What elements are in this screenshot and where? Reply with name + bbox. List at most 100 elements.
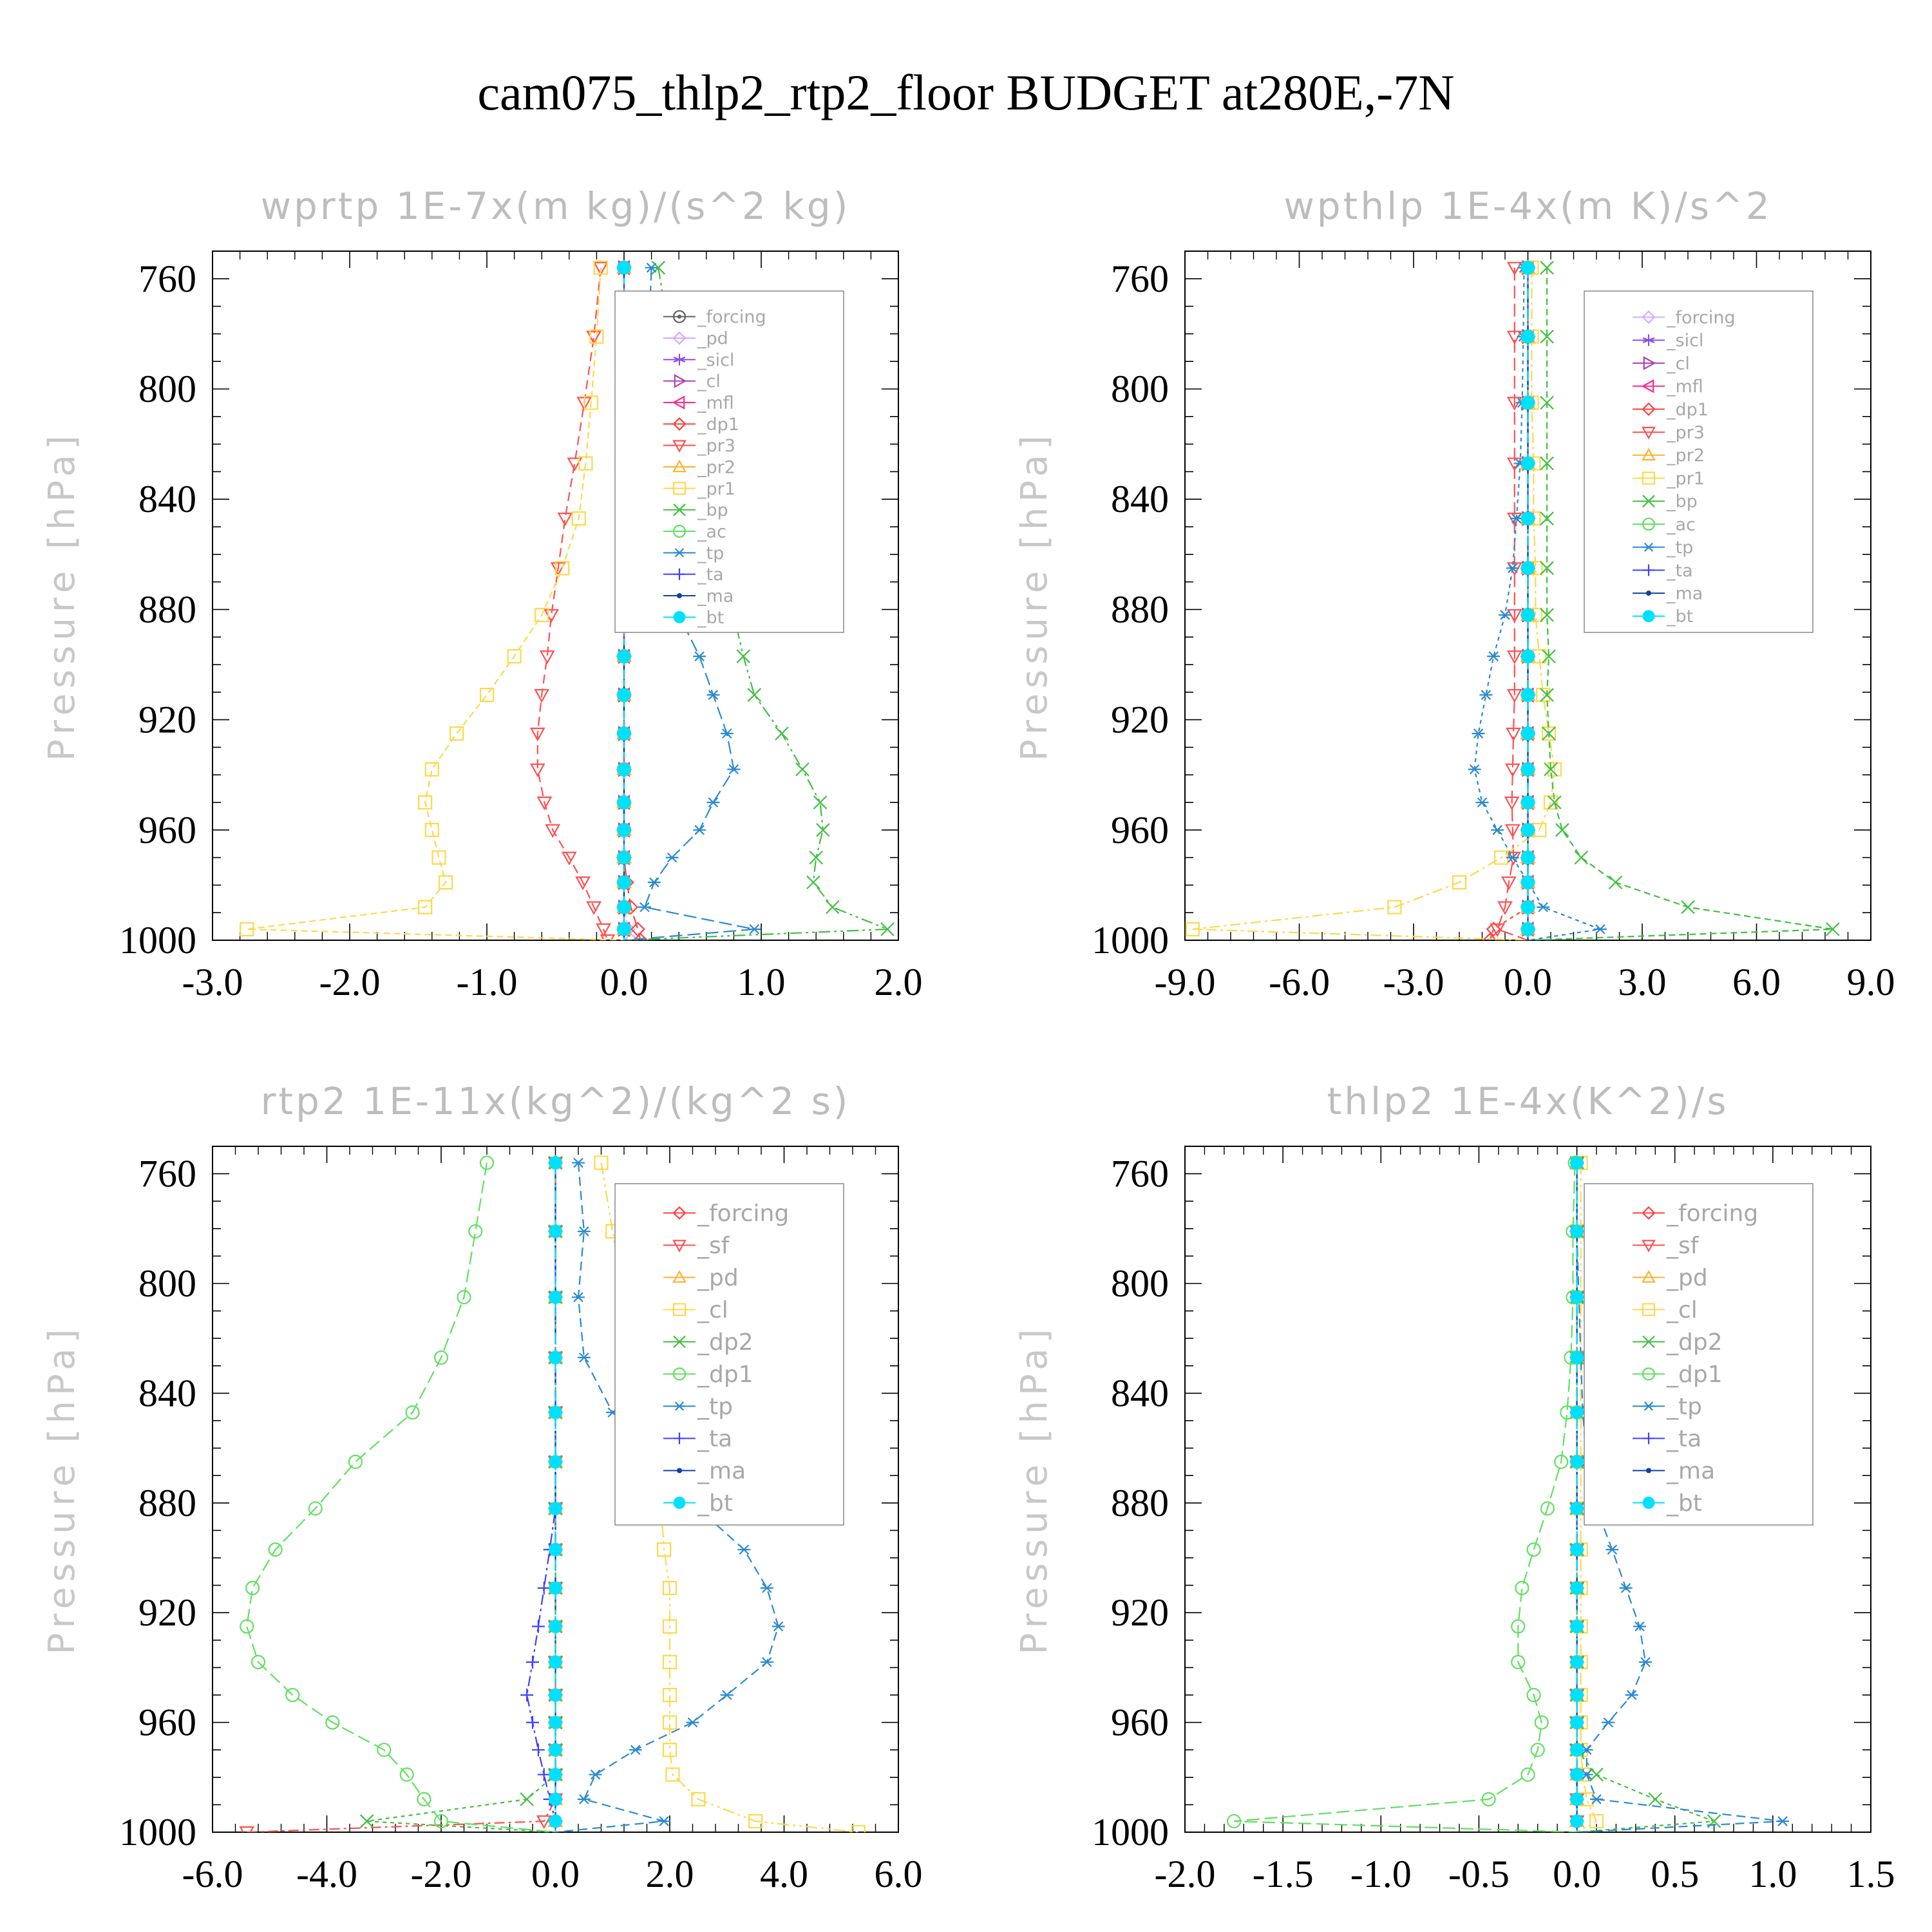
data-point bbox=[405, 1405, 420, 1420]
legend: _forcing _sf _pd _cl _dp2 _dp1 _tp _ta _ma _bt bbox=[1584, 1183, 1814, 1526]
x-tick-label: 1.5 bbox=[1847, 1853, 1895, 1895]
data-point bbox=[1570, 1655, 1584, 1669]
data-point bbox=[813, 795, 828, 810]
legend-label: _dp1 bbox=[697, 415, 739, 435]
y-axis-label: Pressure [hPa] bbox=[41, 1324, 83, 1655]
legend-label: _pd bbox=[697, 1265, 739, 1291]
data-point bbox=[589, 329, 604, 344]
y-tick-label: 880 bbox=[138, 1482, 196, 1524]
data-point bbox=[1487, 651, 1501, 661]
x-tick-label: -3.0 bbox=[182, 961, 243, 1003]
series-line bbox=[623, 267, 888, 940]
data-point bbox=[240, 922, 254, 936]
series-line bbox=[1576, 1162, 1714, 1832]
legend-label: _forcing bbox=[697, 1200, 789, 1227]
data-point bbox=[617, 875, 631, 889]
legend-label: _tp bbox=[697, 544, 724, 564]
data-point bbox=[1506, 852, 1519, 863]
data-point bbox=[662, 1580, 677, 1595]
data-point bbox=[1506, 650, 1522, 665]
legend-marker bbox=[672, 1240, 687, 1253]
data-point bbox=[399, 1767, 414, 1782]
data-point bbox=[1625, 1690, 1638, 1700]
legend-label: _pr3 bbox=[697, 436, 735, 456]
legend-label: _cl bbox=[1666, 354, 1690, 374]
legend-label: _sicl bbox=[697, 350, 734, 370]
legend-item: _pr2 bbox=[1633, 446, 1705, 466]
legend-label: _mfl bbox=[697, 393, 734, 413]
legend-marker bbox=[674, 548, 685, 558]
data-point bbox=[572, 1292, 585, 1303]
data-point bbox=[760, 1583, 773, 1593]
y-tick-label: 1000 bbox=[1092, 1811, 1169, 1853]
data-point bbox=[359, 1814, 374, 1828]
x-tick-label: 2.0 bbox=[646, 1853, 694, 1895]
panel-rtp2: rtp2 1E-11x(kg^2)/(kg^2 s) Pressure [hPa]… bbox=[41, 1079, 923, 1895]
legend-item: _ta bbox=[663, 1426, 732, 1452]
data-point bbox=[537, 1768, 551, 1781]
data-point bbox=[825, 900, 840, 914]
data-point bbox=[617, 922, 631, 936]
legend-item: _pd bbox=[663, 328, 728, 348]
data-point bbox=[1570, 1716, 1584, 1730]
series-line bbox=[247, 1162, 556, 1832]
data-point bbox=[555, 561, 570, 576]
data-point bbox=[1490, 923, 1506, 938]
panel-title: rtp2 1E-11x(kg^2)/(kg^2 s) bbox=[261, 1079, 851, 1123]
series-line bbox=[366, 1162, 556, 1832]
data-point bbox=[1468, 764, 1481, 775]
series-line bbox=[247, 267, 625, 940]
legend-label: _ac bbox=[1666, 515, 1696, 535]
data-point bbox=[529, 763, 545, 777]
data-point bbox=[549, 1792, 562, 1806]
data-point bbox=[1521, 726, 1535, 741]
legend-label: _ma bbox=[1666, 584, 1703, 604]
legend-item: _ma bbox=[663, 1458, 746, 1484]
data-point bbox=[1521, 875, 1535, 889]
data-point bbox=[691, 1792, 706, 1806]
data-point bbox=[1526, 1542, 1541, 1557]
data-point bbox=[662, 1654, 677, 1669]
data-point bbox=[1475, 797, 1489, 808]
data-point bbox=[433, 1814, 449, 1829]
data-point bbox=[549, 1455, 562, 1469]
data-point bbox=[665, 852, 679, 863]
data-point bbox=[1521, 795, 1535, 810]
y-tick-label: 800 bbox=[1111, 368, 1169, 410]
data-point bbox=[1497, 901, 1513, 915]
data-point bbox=[1506, 563, 1519, 573]
data-point bbox=[285, 1687, 300, 1703]
series-dp1 bbox=[1482, 260, 1536, 940]
panel-thlp2: thlp2 1E-4x(K^2)/s Pressure [hPa] 760 800 84… bbox=[1014, 1079, 1895, 1895]
legend-marker bbox=[1642, 1270, 1656, 1283]
y-tick-label: 880 bbox=[1111, 1482, 1169, 1524]
x-tick-label: 3.0 bbox=[1618, 961, 1667, 1003]
data-point bbox=[617, 649, 631, 663]
data-point bbox=[1570, 1581, 1584, 1595]
data-point bbox=[806, 875, 820, 889]
data-point bbox=[775, 726, 789, 741]
data-point bbox=[268, 1542, 283, 1557]
data-point bbox=[1452, 875, 1467, 890]
data-point bbox=[617, 261, 631, 275]
data-point bbox=[1540, 561, 1554, 575]
panels: wprtp 1E-7x(m kg)/(s^2 kg) Pressure [hPa]… bbox=[41, 184, 1895, 1895]
data-point bbox=[1570, 1542, 1584, 1557]
data-point bbox=[1387, 900, 1402, 914]
data-point bbox=[1504, 824, 1520, 838]
legend-label: _ma bbox=[697, 1458, 746, 1484]
data-point bbox=[1570, 1224, 1584, 1238]
legend-label: _ta bbox=[1666, 1426, 1701, 1452]
legend-label: _cl bbox=[697, 372, 721, 392]
data-point bbox=[816, 823, 830, 837]
legend-label: _bp bbox=[1666, 492, 1698, 512]
legend-label: _forcing bbox=[697, 307, 766, 327]
data-point bbox=[586, 901, 602, 915]
legend-box bbox=[614, 1183, 844, 1526]
data-point bbox=[1521, 261, 1535, 275]
legend-item: _pr3 bbox=[663, 436, 735, 456]
panel-title: thlp2 1E-4x(K^2)/s bbox=[1327, 1079, 1728, 1123]
data-point bbox=[549, 1620, 562, 1633]
legend-marker bbox=[1642, 402, 1656, 416]
data-point bbox=[1185, 922, 1200, 936]
